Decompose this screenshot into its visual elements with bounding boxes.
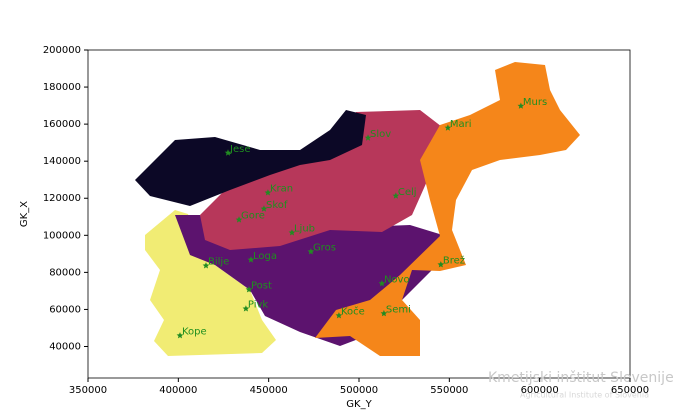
- station-label: Ljub: [294, 224, 315, 235]
- station-label: Brež: [443, 255, 465, 267]
- x-tick-label: 600000: [521, 385, 559, 396]
- x-tick-label: 350000: [69, 385, 107, 396]
- y-tick-label: 160000: [43, 119, 81, 130]
- x-tick-label: 500000: [340, 385, 378, 396]
- regions: [135, 62, 580, 356]
- station-label: Kran: [270, 184, 293, 195]
- station-marker: [224, 149, 232, 156]
- x-axis-label: GK_Y: [346, 399, 372, 410]
- station-label: Gros: [313, 243, 336, 254]
- station-marker: [335, 312, 343, 319]
- station-marker: [307, 248, 315, 255]
- region: [135, 110, 366, 206]
- station-marker: [242, 305, 250, 312]
- station-label: Mari: [450, 119, 472, 130]
- station-label: Skof: [266, 200, 288, 211]
- station-marker: [202, 262, 210, 269]
- station-marker: [380, 310, 388, 317]
- station-label: Kope: [182, 327, 207, 338]
- station-marker: [444, 124, 452, 131]
- station-marker: [364, 134, 372, 141]
- station-label: Novo: [384, 274, 410, 285]
- station-label: Semi: [386, 305, 411, 316]
- station-marker: [245, 286, 253, 293]
- station-label: Loga: [253, 251, 277, 262]
- station-marker: [247, 256, 255, 263]
- station-marker: [392, 192, 400, 199]
- station-marker: [264, 189, 272, 196]
- y-axis-label: GK_X: [19, 201, 30, 227]
- y-tick-label: 140000: [43, 156, 81, 167]
- watermark: Kmetijski inštitut Slovenije: [488, 370, 674, 386]
- station-marker: [235, 216, 243, 223]
- station-label: Gore: [241, 211, 265, 222]
- station-marker: [378, 280, 386, 287]
- region: [145, 210, 276, 356]
- x-tick-label: 650000: [611, 385, 649, 396]
- station-marker: [437, 261, 445, 268]
- station-marker: [260, 205, 268, 212]
- region: [200, 110, 446, 250]
- station-label: Post: [251, 281, 272, 292]
- y-tick-label: 60000: [49, 304, 81, 315]
- x-tick-label: 450000: [250, 385, 288, 396]
- x-tick-label: 550000: [430, 385, 468, 396]
- y-tick-label: 180000: [43, 82, 81, 93]
- y-tick-label: 200000: [43, 45, 81, 56]
- station-label: Murs: [523, 97, 547, 108]
- station-label: Celj: [398, 187, 417, 198]
- station-label: Jese: [229, 144, 250, 155]
- station-marker: [288, 229, 296, 236]
- station-label: Koče: [341, 306, 365, 318]
- y-tick-label: 80000: [49, 267, 81, 278]
- station-label: Bilje: [208, 257, 229, 268]
- station-marker: [176, 332, 184, 339]
- y-tick-label: 100000: [43, 230, 81, 241]
- station-label: Slov: [370, 129, 391, 140]
- x-tick-label: 400000: [159, 385, 197, 396]
- station-label: Pivk: [248, 300, 269, 311]
- y-tick-label: 120000: [43, 193, 81, 204]
- watermark: Agricultural Institute of Slovenia: [520, 391, 649, 400]
- region: [315, 62, 580, 356]
- y-tick-label: 40000: [49, 341, 81, 352]
- station-marker: [517, 102, 525, 109]
